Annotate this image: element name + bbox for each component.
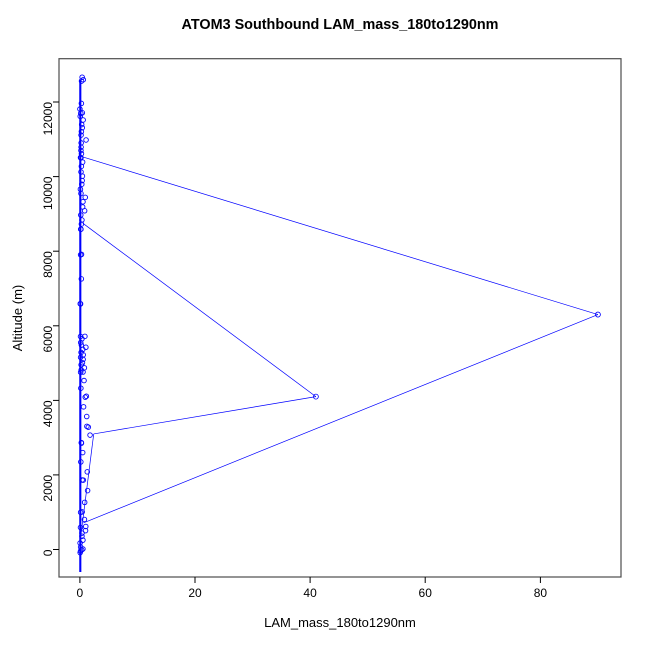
- svg-text:12000: 12000: [41, 102, 55, 136]
- svg-text:6000: 6000: [41, 325, 55, 352]
- svg-text:10000: 10000: [41, 176, 55, 210]
- svg-text:60: 60: [419, 586, 433, 600]
- svg-text:4000: 4000: [41, 400, 55, 427]
- svg-text:ATOM3 Southbound LAM_mass_180t: ATOM3 Southbound LAM_mass_180to1290nm: [182, 17, 499, 33]
- svg-text:Altitude (m): Altitude (m): [10, 285, 25, 351]
- svg-text:0: 0: [41, 549, 55, 556]
- svg-text:40: 40: [303, 586, 317, 600]
- svg-text:8000: 8000: [41, 251, 55, 278]
- svg-text:20: 20: [188, 586, 202, 600]
- svg-text:LAM_mass_180to1290nm: LAM_mass_180to1290nm: [264, 615, 416, 630]
- svg-text:0: 0: [77, 586, 84, 600]
- svg-text:80: 80: [534, 586, 548, 600]
- svg-text:2000: 2000: [41, 475, 55, 502]
